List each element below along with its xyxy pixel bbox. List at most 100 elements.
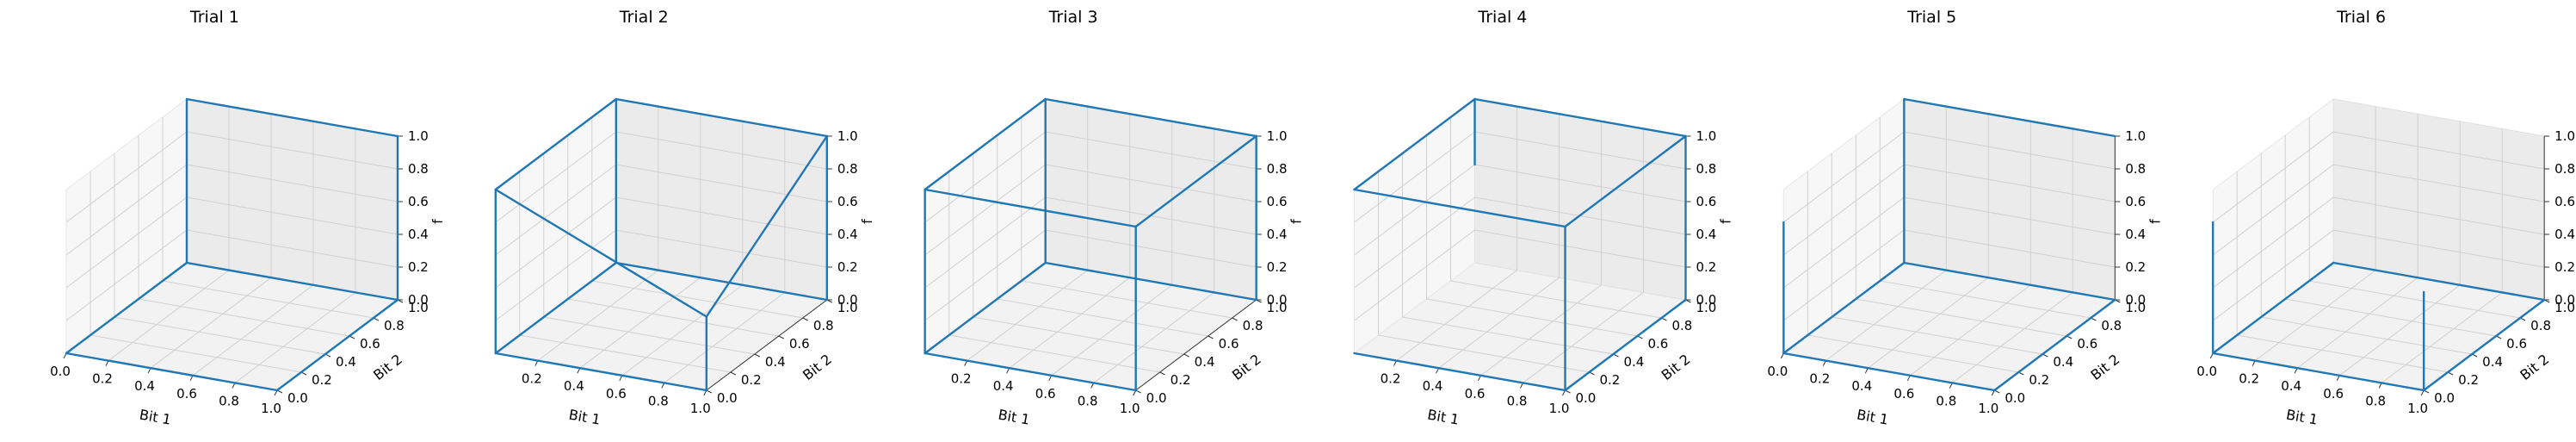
z-axis-label: f	[1288, 219, 1305, 224]
x-tick-label: 0.6	[2323, 386, 2344, 402]
x-tick-label: 0.6	[606, 386, 627, 402]
y-tick-label: 0.4	[2482, 354, 2503, 370]
series-line-segment	[2211, 261, 2335, 355]
z-tick-label: 0.8	[1696, 161, 1717, 177]
z-tick-label: 0.8	[2125, 161, 2146, 177]
z-tick-label: 0.4	[2554, 227, 2575, 242]
y-axis-label: Bit 2	[2517, 351, 2552, 383]
y-axis-label: Bit 2	[1659, 351, 1694, 383]
chart-title: Trial 1	[189, 8, 239, 27]
y-tick-label: 0.0	[1146, 390, 1167, 406]
y-tick-label: 0.2	[2458, 372, 2479, 388]
z-tick-label: 1.0	[1696, 128, 1717, 144]
series-line-segment	[2422, 298, 2546, 392]
series-line-segment	[1782, 352, 1996, 392]
x-tick-label: 0.0	[50, 364, 71, 379]
series-line-segment	[185, 97, 399, 138]
y-tick-label: 0.0	[1576, 390, 1597, 406]
subplot-6: 0.0 0.2 0.4 0.6 0.8 1.00.00.20.40.60.81.00.00…	[2196, 8, 2575, 428]
series-line-segment	[924, 261, 1047, 355]
gridline-y	[1450, 117, 1662, 319]
z-tick-label: 0.2	[1267, 259, 1288, 275]
series-line-segment	[494, 188, 708, 318]
z-tick-label: 0.8	[408, 161, 429, 177]
series-line-segment	[1993, 298, 2116, 392]
y-tick-label: 0.8	[813, 318, 834, 333]
series-line-segment	[1353, 97, 1476, 191]
z-tick-label: 0.6	[2125, 194, 2146, 209]
gridline-x	[1396, 106, 1517, 362]
x-tick-label: 0.8	[1936, 393, 1956, 408]
x-tick-label: 0.2	[92, 371, 113, 387]
series-line-segment	[1044, 261, 1257, 302]
y-axis-line	[1135, 299, 1257, 391]
y-tick-label: 1.0	[1696, 300, 1717, 315]
x-tick-label: 0.0	[2196, 364, 2217, 379]
x-tick-label: 1.0	[690, 401, 711, 416]
x-axis-label: Bit 1	[2285, 407, 2320, 428]
z-tick-label: 1.0	[837, 128, 858, 144]
z-tick-label: 0.6	[1696, 194, 1717, 209]
gridline-z	[1354, 229, 1686, 321]
x-tick-label: 0.6	[176, 386, 197, 402]
chart-title: Trial 3	[1048, 8, 1098, 27]
z-tick-label: 0.2	[2554, 259, 2575, 275]
x-tick-label: 0.4	[993, 378, 1014, 394]
x-tick-label: 0.2	[1809, 371, 1830, 387]
series-line-segment	[1473, 97, 1687, 138]
z-tick-label: 0.6	[1267, 194, 1288, 209]
z-axis-label: f	[1718, 219, 1734, 224]
x-tick-label: 0.2	[1381, 371, 1401, 387]
x-tick-label: 0.2	[522, 371, 542, 387]
series-line-segment	[924, 352, 1137, 392]
z-tick-label: 0.2	[1696, 259, 1717, 275]
x-tick-label: 0.6	[1893, 386, 1914, 402]
z-axis-label: f	[859, 219, 875, 224]
x-tick-label: 0.4	[2281, 378, 2301, 394]
z-tick-label: 0.4	[1267, 227, 1288, 242]
subplot-3: 0.2 0.4 0.6 0.8 1.00.00.20.40.60.81.00.00.20…	[924, 8, 1305, 428]
series-line-segment	[1353, 188, 1566, 228]
z-tick-label: 0.6	[408, 194, 429, 209]
z-tick-label: 0.0	[408, 292, 429, 308]
y-tick-mark	[1183, 353, 1189, 358]
chart-title: Trial 6	[2336, 8, 2386, 27]
y-tick-label: 0.6	[2077, 336, 2097, 352]
series-line-segment	[1353, 352, 1566, 392]
series-line-segment	[65, 261, 188, 355]
x-axis-label: Bit 1	[567, 407, 602, 428]
x-tick-label: 1.0	[1120, 401, 1140, 416]
chart-title: Trial 4	[1477, 8, 1527, 27]
series-line-segment	[1564, 134, 1687, 228]
x-tick-label: 0.8	[648, 393, 669, 408]
y-tick-label: 0.2	[741, 372, 762, 388]
z-tick-label: 1.0	[2554, 128, 2575, 144]
z-tick-label: 0.6	[2554, 194, 2575, 209]
series-line-segment	[1782, 261, 1906, 355]
x-tick-label: 0.2	[2239, 371, 2259, 387]
y-tick-label: 0.4	[765, 354, 786, 370]
series-line-segment	[924, 97, 1047, 191]
x-tick-label: 0.4	[564, 378, 584, 394]
y-tick-label: 0.4	[1624, 354, 1645, 370]
y-tick-label: 1.0	[2125, 300, 2146, 315]
subplot-2: 0.2 0.4 0.6 0.8 1.00.00.20.40.60.81.00.00.20…	[494, 8, 875, 428]
y-tick-label: 0.0	[2434, 390, 2455, 406]
z-tick-label: 0.8	[837, 161, 858, 177]
chart-title: Trial 5	[1906, 8, 1956, 27]
y-tick-label: 0.0	[2005, 390, 2025, 406]
x-axis-label: Bit 1	[997, 407, 1031, 428]
y-tick-label: 1.0	[1267, 300, 1288, 315]
z-tick-label: 0.2	[837, 259, 858, 275]
z-tick-label: 0.0	[2554, 292, 2575, 308]
z-tick-label: 0.8	[2554, 161, 2575, 177]
y-axis-label: Bit 2	[370, 351, 405, 383]
x-axis-label: Bit 1	[1426, 407, 1461, 428]
z-tick-label: 1.0	[1267, 128, 1288, 144]
gridline-y	[1378, 171, 1590, 373]
gridline-z	[2212, 196, 2545, 289]
series-line-segment	[615, 261, 829, 302]
series-line-segment	[1903, 261, 2116, 302]
y-tick-label: 0.8	[1672, 318, 1693, 333]
